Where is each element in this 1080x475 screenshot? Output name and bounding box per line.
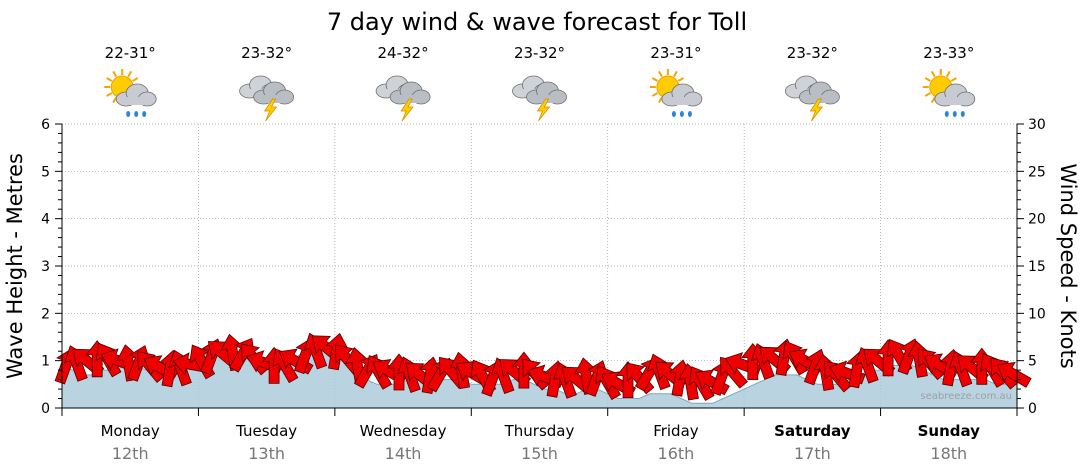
right-tick-label: 5 [1028, 354, 1037, 370]
right-tick-label: 15 [1028, 259, 1046, 275]
right-tick-label: 25 [1028, 164, 1046, 180]
right-tick-label: 0 [1028, 401, 1037, 417]
right-axis-title: Wind Speed - Knots [1056, 163, 1080, 368]
sun-cloud-rain-icon [649, 69, 703, 117]
axes: 0 1 2 3 4 5 6 0 5 10 15 20 25 30 [41, 117, 1046, 417]
day-label-name: Sunday [918, 422, 981, 440]
day-label-date: 18th [930, 444, 967, 463]
day-forecast-header: 22-31° 23-32° 24-32° 23-32° 23-31° 23-32° 23-3… [104, 44, 976, 122]
sun-cloud-rain-icon [922, 69, 976, 117]
day-label-date: 14th [385, 444, 422, 463]
left-tick-label: 5 [41, 164, 50, 180]
day-temperature: 23-33° [923, 44, 974, 62]
sun-cloud-rain-icon [104, 69, 157, 117]
left-tick-label: 3 [41, 259, 50, 275]
watermark: seabreeze.com.au [920, 391, 1012, 402]
right-tick-label: 30 [1028, 117, 1046, 133]
day-label-name: Saturday [774, 422, 851, 440]
cloud-lightning-icon [512, 75, 567, 122]
left-tick-label: 6 [41, 117, 50, 133]
day-label-name: Monday [101, 422, 160, 440]
left-tick-label: 4 [41, 212, 50, 228]
left-tick-label: 0 [41, 401, 50, 417]
day-temperature: 22-31° [105, 44, 156, 62]
day-labels: Monday 12th Tuesday 13th Wednesday 14th Thursd… [101, 422, 981, 463]
cloud-lightning-icon [239, 75, 295, 122]
day-label-date: 12th [112, 444, 149, 463]
day-temperature: 23-32° [514, 44, 565, 62]
left-axis-title: Wave Height - Metres [3, 153, 27, 379]
day-label-name: Thursday [504, 422, 575, 440]
day-label-date: 15th [521, 444, 558, 463]
day-temperature: 24-32° [378, 44, 429, 62]
day-label-name: Friday [653, 422, 699, 440]
day-label-date: 17th [794, 444, 831, 463]
day-label-name: Wednesday [360, 422, 447, 440]
right-tick-label: 10 [1028, 306, 1046, 322]
cloud-lightning-icon [375, 75, 431, 122]
chart-title: 7 day wind & wave forecast for Toll [327, 8, 747, 36]
left-tick-label: 2 [41, 306, 50, 322]
wind-arrows [54, 332, 1032, 402]
cloud-lightning-icon [785, 75, 840, 122]
day-temperature: 23-32° [241, 44, 292, 62]
day-temperature: 23-31° [650, 44, 701, 62]
day-label-date: 16th [658, 444, 695, 463]
right-tick-label: 20 [1028, 212, 1046, 228]
day-label-date: 13th [248, 444, 285, 463]
wind-arrow [996, 361, 1032, 388]
day-temperature: 23-32° [787, 44, 838, 62]
day-label-name: Tuesday [235, 422, 297, 440]
left-tick-label: 1 [41, 354, 50, 370]
